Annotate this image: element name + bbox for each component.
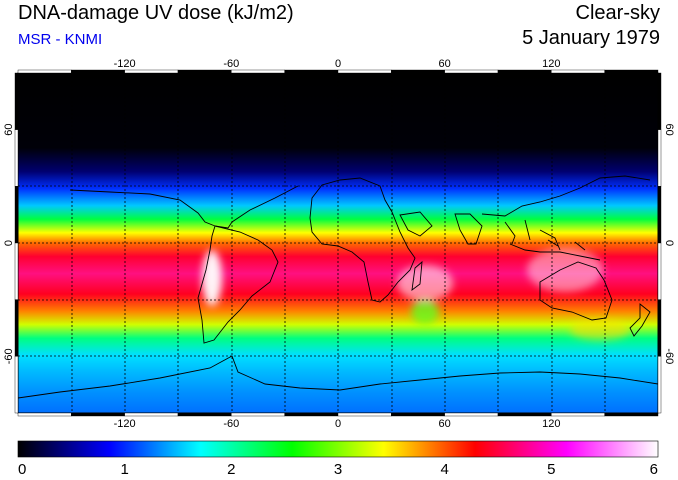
frame-segment-bottom [391,412,445,417]
coast-north-america [69,185,299,229]
frame-segment-right [657,242,662,300]
colorbar-tick-label: 0 [18,461,26,478]
frame-segment-bottom [284,412,339,417]
colorbar [17,440,659,458]
lat-tick-label-left: 60 [3,124,15,136]
frame-segment-left [14,299,19,357]
date-label: 5 January 1979 [522,27,660,49]
frame-segment-left [14,186,19,244]
coast-europe-africa [309,177,416,303]
colorbar-tick-label: 6 [650,461,658,478]
frame-segment-right [657,299,662,357]
frame-segment-top [337,69,392,74]
coast-madagascar [411,260,423,292]
coast-arabia [399,211,433,237]
lat-tick-label-left: -60 [3,348,15,364]
lat-tick-label-right: -60 [663,348,675,364]
colorbar-tick-label: 2 [227,461,235,478]
lon-tick-label-bottom: 60 [439,418,451,430]
frame-segment-bottom [337,412,392,417]
frame-segment-left [14,356,19,414]
frame-segment-top [444,69,499,74]
frame-segment-bottom [604,412,659,417]
frame-segment-bottom [497,412,552,417]
lat-ticks-right: 60 0 -60 [663,124,675,365]
lon-tick-label-bottom: 0 [335,418,341,430]
frame-segment-top [497,69,552,74]
lon-tick-label-top: -60 [223,58,239,70]
lon-tick-label-top: 60 [439,58,451,70]
lon-tick-label-top: 120 [542,58,560,70]
frame-segment-bottom [71,412,125,417]
map-title: DNA-damage UV dose (kJ/m2) [18,2,294,24]
coastlines [17,175,659,399]
coast-asia [481,175,651,251]
frame-segment-top [177,69,232,74]
lat-tick-label-left: 0 [3,240,15,246]
colorbar-tick-label: 4 [440,461,448,478]
frame-segments [14,69,662,417]
lon-tick-label-bottom: 120 [542,418,560,430]
frame-segment-top [391,69,445,74]
frame-segment-bottom [231,412,285,417]
colorbar-tick-label: 3 [334,461,342,478]
frame-segment-top [231,69,285,74]
colorbar-tick-label: 5 [547,461,555,478]
frame-segment-top [284,69,339,74]
frame-segment-left [14,242,19,300]
lat-ticks-left: 60 0 -60 [3,124,15,365]
frame-segment-top [124,69,179,74]
coast-south-america [197,225,279,344]
graticule [18,73,658,413]
frame-segment-bottom [177,412,232,417]
lat-tick-label-right: 0 [663,240,675,246]
coast-new-zealand [629,303,651,337]
lon-tick-label-bottom: -120 [114,418,136,430]
colorbar-tick-label: 1 [120,461,128,478]
frame-segment-bottom [444,412,499,417]
frame-segment-right [657,186,662,244]
lat-tick-label-right: 60 [663,124,675,136]
frame-segment-right [657,129,662,187]
lon-tick-label-top: 0 [335,58,341,70]
coast-australia [539,261,613,321]
coast-indonesia [509,239,601,261]
frame-segment-right [657,72,662,130]
frame-segment-bottom [551,412,605,417]
frame-segment-top [551,69,605,74]
frame-segment-left [14,129,19,187]
frame-segment-left [14,72,19,130]
lon-tick-label-top: -120 [114,58,136,70]
lon-ticks-bottom: -120 -60 0 60 120 [114,418,561,430]
frame-segment-bottom [124,412,179,417]
frame-segment-bottom [17,412,72,417]
colorbar-ticks: 0 1 2 3 4 5 6 [18,461,658,478]
lon-ticks-top: -120 -60 0 60 120 [114,58,561,70]
coast-antarctica [17,355,659,399]
sky-condition-label: Clear-sky [575,2,660,24]
credit-label: MSR - KNMI [18,31,103,48]
frame-segment-right [657,356,662,414]
frame-segment-top [17,69,72,74]
lon-tick-label-bottom: -60 [223,418,239,430]
frame-segment-top [604,69,659,74]
coast-india [454,213,483,245]
frame-segment-top [71,69,125,74]
